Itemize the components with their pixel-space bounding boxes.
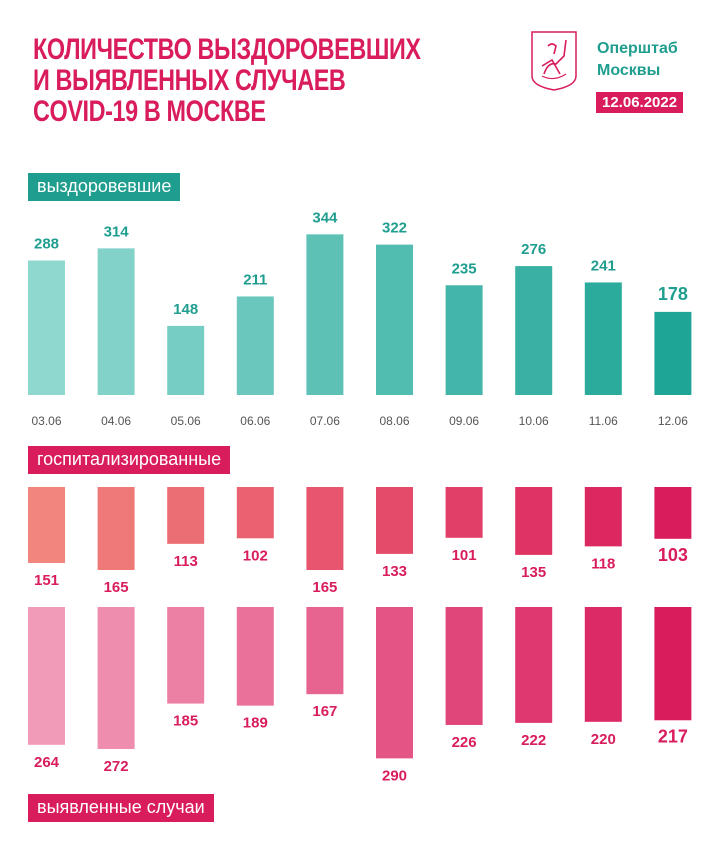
org-name: Оперштаб Москвы xyxy=(597,38,678,82)
value-label: 133 xyxy=(382,563,407,580)
value-label: 220 xyxy=(591,731,616,748)
bar-detected-11.06 xyxy=(584,607,622,722)
bar-hospitalized-12.06 xyxy=(654,487,692,539)
bar-detected-10.06 xyxy=(515,607,553,723)
title-line-3: COVID-19 В МОСКВЕ xyxy=(33,95,266,128)
value-label: 165 xyxy=(104,579,129,596)
bar-detected-09.06 xyxy=(445,607,483,725)
date-tick-label: 09.06 xyxy=(449,414,479,428)
date-tick-label: 11.06 xyxy=(589,414,618,428)
bar-recovered-08.06 xyxy=(376,244,413,395)
bar-recovered-03.06 xyxy=(28,260,65,395)
bar-recovered-11.06 xyxy=(584,282,622,395)
value-label: 135 xyxy=(521,564,546,581)
value-label: 290 xyxy=(382,767,407,784)
value-label: 101 xyxy=(452,547,477,564)
value-label: 148 xyxy=(173,301,198,318)
detected-label: выявленные случаи xyxy=(28,794,214,822)
bar-hospitalized-08.06 xyxy=(376,487,413,554)
value-label: 344 xyxy=(312,209,338,226)
value-label: 165 xyxy=(312,579,337,596)
value-label: 235 xyxy=(452,260,477,277)
recovered-label: выздоровевшие xyxy=(28,173,181,201)
bar-hospitalized-09.06 xyxy=(445,487,483,538)
bar-recovered-09.06 xyxy=(445,285,483,395)
value-label: 113 xyxy=(174,553,198,570)
org-line-1: Оперштаб xyxy=(597,40,678,57)
value-label: 185 xyxy=(173,713,198,730)
bar-hospitalized-11.06 xyxy=(584,487,622,547)
bar-recovered-07.06 xyxy=(306,234,344,395)
page-title: КОЛИЧЕСТВО ВЫЗДОРОВЕВШИХ И ВЫЯВЛЕННЫХ СЛ… xyxy=(33,34,421,127)
date-tick-label: 05.06 xyxy=(171,414,201,428)
date-tick-label: 06.06 xyxy=(240,414,270,428)
bar-detected-05.06 xyxy=(167,607,205,704)
date-tick-label: 07.06 xyxy=(310,414,340,428)
title-line-1: КОЛИЧЕСТВО ВЫЗДОРОВЕВШИХ xyxy=(33,33,421,66)
value-label: 211 xyxy=(243,271,267,288)
value-label: 241 xyxy=(591,257,616,274)
value-label: 178 xyxy=(658,284,688,304)
value-label: 322 xyxy=(382,220,407,237)
value-label: 102 xyxy=(243,547,268,564)
bar-recovered-06.06 xyxy=(236,296,274,395)
value-label: 167 xyxy=(312,703,337,720)
bar-hospitalized-07.06 xyxy=(306,487,344,570)
value-label: 222 xyxy=(521,732,546,749)
bar-recovered-12.06 xyxy=(654,311,692,395)
value-label: 217 xyxy=(658,726,688,746)
value-label: 288 xyxy=(34,236,59,253)
value-label: 276 xyxy=(521,241,546,258)
value-label: 151 xyxy=(34,572,59,589)
bar-detected-12.06 xyxy=(654,607,692,721)
value-label: 189 xyxy=(243,715,268,732)
value-label: 103 xyxy=(658,545,688,565)
hospitalized-label: госпитализированные xyxy=(28,446,231,474)
bar-hospitalized-03.06 xyxy=(28,487,65,563)
bar-detected-03.06 xyxy=(28,607,65,745)
date-tick-label: 12.06 xyxy=(658,414,688,428)
bar-recovered-05.06 xyxy=(167,325,205,395)
value-label: 118 xyxy=(591,555,615,572)
bar-hospitalized-06.06 xyxy=(236,487,274,539)
bar-detected-07.06 xyxy=(306,607,344,695)
bar-hospitalized-04.06 xyxy=(97,487,135,570)
value-label: 226 xyxy=(452,734,477,751)
bar-hospitalized-10.06 xyxy=(515,487,553,555)
value-label: 264 xyxy=(34,754,60,771)
value-label: 314 xyxy=(104,223,130,240)
moscow-coat-of-arms-icon xyxy=(531,31,577,91)
org-line-2: Москвы xyxy=(597,62,661,79)
bar-detected-08.06 xyxy=(376,607,413,759)
date-tick-label: 10.06 xyxy=(519,414,549,428)
date-tick-label: 08.06 xyxy=(379,414,409,428)
title-line-2: И ВЫЯВЛЕННЫХ СЛУЧАЕВ xyxy=(33,64,346,97)
date-badge: 12.06.2022 xyxy=(596,92,684,113)
date-tick-label: 04.06 xyxy=(101,414,131,428)
bar-detected-04.06 xyxy=(97,607,135,749)
value-label: 272 xyxy=(104,758,129,775)
bar-recovered-10.06 xyxy=(515,266,553,395)
bar-recovered-04.06 xyxy=(97,248,135,395)
bar-detected-06.06 xyxy=(236,607,274,706)
date-tick-label: 03.06 xyxy=(31,414,61,428)
bar-hospitalized-05.06 xyxy=(167,487,205,544)
